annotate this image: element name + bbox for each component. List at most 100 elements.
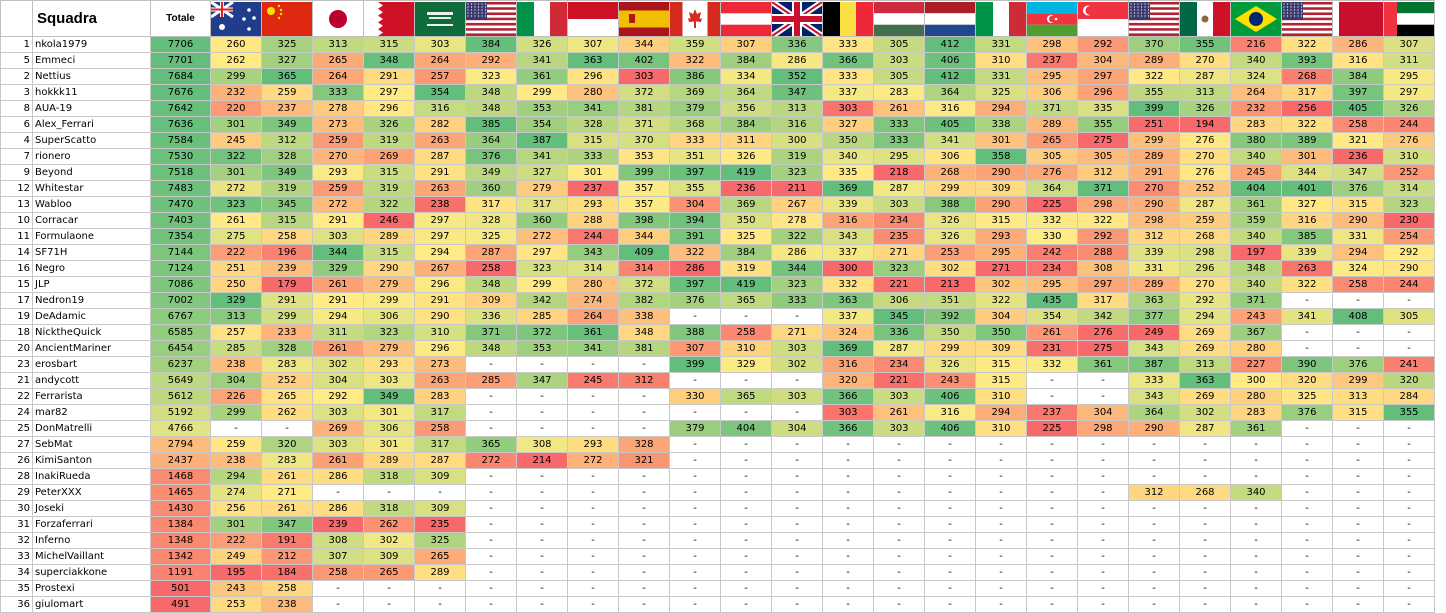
score-cell[interactable]: 337 [822,84,874,101]
score-cell[interactable]: 361 [516,68,568,85]
score-cell[interactable]: 363 [1128,292,1180,309]
score-cell[interactable]: 230 [1383,212,1435,229]
score-cell[interactable]: 323 [516,260,568,277]
score-cell[interactable]: 330 [669,388,721,405]
score-cell[interactable]: 327 [261,52,313,69]
score-cell[interactable]: 332 [822,276,874,293]
score-cell[interactable]: 315 [363,244,415,261]
score-cell[interactable]: - [1077,516,1129,533]
rank-cell[interactable]: 15 [0,276,33,293]
score-cell[interactable]: - [1332,452,1384,469]
score-cell[interactable]: 371 [1077,180,1129,197]
score-cell[interactable]: - [465,516,517,533]
score-cell[interactable]: 226 [210,388,262,405]
score-cell[interactable]: 306 [1026,84,1078,101]
score-cell[interactable]: 259 [1179,212,1231,229]
score-cell[interactable]: 341 [516,52,568,69]
score-cell[interactable]: 290 [363,260,415,277]
score-cell[interactable]: 291 [414,164,466,181]
score-cell[interactable]: - [618,468,670,485]
score-cell[interactable]: 265 [414,548,466,565]
score-cell[interactable]: 259 [210,436,262,453]
score-cell[interactable]: - [312,596,364,613]
score-cell[interactable]: - [567,356,619,373]
score-cell[interactable]: 296 [414,276,466,293]
score-cell[interactable]: 309 [975,340,1027,357]
score-cell[interactable]: 237 [261,100,313,117]
score-cell[interactable]: 304 [210,372,262,389]
score-cell[interactable]: - [1383,596,1435,613]
score-cell[interactable]: 269 [1179,340,1231,357]
score-cell[interactable]: 301 [363,404,415,421]
team-name-cell[interactable]: MichelVaillant [32,548,151,565]
score-cell[interactable]: 309 [414,468,466,485]
rank-cell[interactable]: 8 [0,100,33,117]
score-cell[interactable]: 303 [312,404,364,421]
score-cell[interactable]: 387 [516,132,568,149]
total-cell[interactable]: 7483 [150,180,211,197]
score-cell[interactable]: 253 [210,596,262,613]
score-cell[interactable]: 329 [210,292,262,309]
score-cell[interactable]: - [1281,580,1333,597]
score-cell[interactable]: 245 [567,372,619,389]
score-cell[interactable]: - [618,580,670,597]
score-cell[interactable]: - [1026,372,1078,389]
score-cell[interactable]: 409 [618,244,670,261]
score-cell[interactable]: 275 [1077,340,1129,357]
score-cell[interactable]: 216 [1230,36,1282,53]
score-cell[interactable]: - [1026,580,1078,597]
total-cell[interactable]: 7470 [150,196,211,213]
score-cell[interactable]: 333 [873,116,925,133]
team-name-cell[interactable]: Alex_Ferrari [32,116,151,133]
score-cell[interactable]: 280 [1230,340,1282,357]
score-cell[interactable]: 290 [975,196,1027,213]
score-cell[interactable]: 283 [414,388,466,405]
score-cell[interactable]: 397 [669,164,721,181]
score-cell[interactable]: 212 [261,548,313,565]
score-cell[interactable]: 297 [516,244,568,261]
score-cell[interactable]: 256 [1281,100,1333,117]
score-cell[interactable]: - [1128,436,1180,453]
team-name-cell[interactable]: superciakkone [32,564,151,581]
score-cell[interactable]: 291 [414,292,466,309]
score-cell[interactable]: 376 [669,292,721,309]
score-cell[interactable]: - [822,548,874,565]
score-cell[interactable]: 315 [363,36,415,53]
score-cell[interactable]: 236 [1332,148,1384,165]
score-cell[interactable]: 299 [363,292,415,309]
score-cell[interactable]: - [516,420,568,437]
score-cell[interactable]: - [924,484,976,501]
score-cell[interactable]: 357 [618,180,670,197]
score-cell[interactable]: 263 [414,372,466,389]
team-name-cell[interactable]: giulomart [32,596,151,613]
score-cell[interactable]: 397 [669,276,721,293]
score-cell[interactable]: 324 [1230,68,1282,85]
rank-cell[interactable]: 6 [0,116,33,133]
score-cell[interactable]: 328 [618,436,670,453]
score-cell[interactable]: - [1077,532,1129,549]
total-cell[interactable]: 6585 [150,324,211,341]
score-cell[interactable]: 262 [363,516,415,533]
score-cell[interactable]: - [975,452,1027,469]
total-cell[interactable]: 1348 [150,532,211,549]
score-cell[interactable]: 303 [771,340,823,357]
score-cell[interactable]: 284 [1383,388,1435,405]
score-cell[interactable]: - [1077,388,1129,405]
score-cell[interactable]: 341 [567,100,619,117]
score-cell[interactable]: - [618,420,670,437]
total-cell[interactable]: 1191 [150,564,211,581]
score-cell[interactable]: - [1383,548,1435,565]
score-cell[interactable]: 261 [312,340,364,357]
rank-cell[interactable]: 26 [0,452,33,469]
score-cell[interactable]: - [1281,292,1333,309]
total-cell[interactable]: 7584 [150,132,211,149]
team-name-cell[interactable]: AUA-19 [32,100,151,117]
score-cell[interactable]: 263 [414,132,466,149]
score-cell[interactable]: - [975,596,1027,613]
score-cell[interactable]: - [720,516,772,533]
score-cell[interactable]: 313 [1179,84,1231,101]
score-cell[interactable]: 285 [465,372,517,389]
score-cell[interactable]: 308 [1077,260,1129,277]
score-cell[interactable]: 306 [363,308,415,325]
score-cell[interactable]: 333 [312,84,364,101]
